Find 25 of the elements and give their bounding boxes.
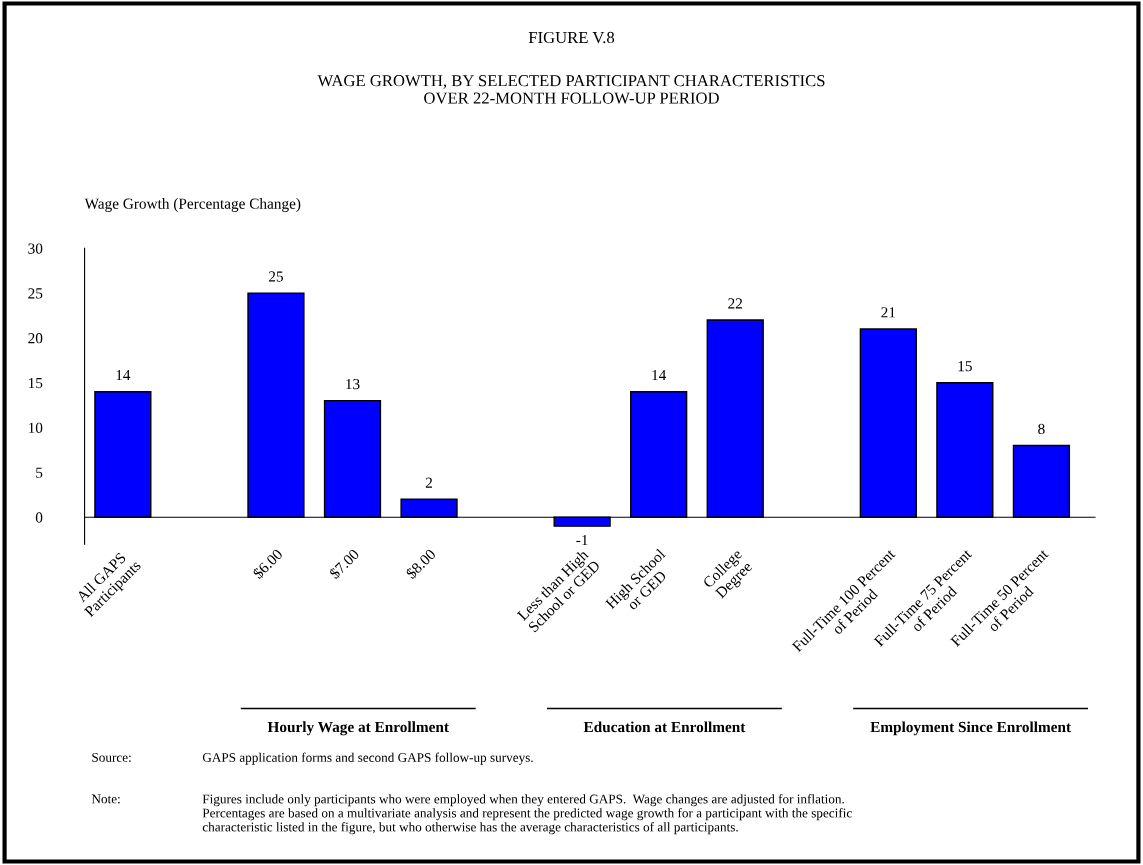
y-axis-title: Wage Growth (Percentage Change) bbox=[84, 198, 301, 212]
y-tick-label: 5 bbox=[36, 467, 43, 478]
y-tick-label: 30 bbox=[28, 243, 43, 254]
y-tick-label: 10 bbox=[28, 422, 43, 433]
text: Source: GAPS application forms and second GAPS follow-up surveys. bbox=[92, 752, 533, 765]
data-label: 21 bbox=[881, 307, 896, 318]
data-label: 15 bbox=[958, 361, 972, 372]
data-label: 2 bbox=[425, 477, 433, 488]
y-tick-label: 15 bbox=[28, 377, 43, 389]
text: Employment Since Enrollment bbox=[870, 721, 1071, 736]
text: Hourly Wage at Enrollment bbox=[267, 721, 449, 736]
data-label: 22 bbox=[728, 298, 743, 309]
data-label: 14 bbox=[116, 370, 131, 381]
data-label: 13 bbox=[346, 378, 360, 390]
text: Note: Figures include only participants who were employed when they entered GAPS. Wage changes are adjusted for inflation. Percentages are based on a multivariate analysis and represent the predicted wage growth for a participant with the specific characteristic listed in the figure, but who otherwise has the average characteristics of all participants. bbox=[91, 794, 852, 835]
chart-title: FIGURE V.8 bbox=[528, 31, 615, 44]
data-label: 14 bbox=[652, 370, 667, 381]
chart-subtitle: WAGE GROWTH, BY SELECTED PARTICIPANT CHARACTERISTICS OVER 22-MONTH FOLLOW-UP PERIOD bbox=[317, 75, 825, 104]
data-label: 25 bbox=[268, 271, 283, 282]
y-tick-label: 0 bbox=[35, 512, 43, 523]
text: Education at Enrollment bbox=[583, 721, 746, 733]
data-label: -1 bbox=[576, 535, 588, 546]
data-label: 8 bbox=[1038, 423, 1045, 435]
y-tick-label: 20 bbox=[28, 333, 43, 344]
y-tick-label: 25 bbox=[28, 288, 43, 299]
